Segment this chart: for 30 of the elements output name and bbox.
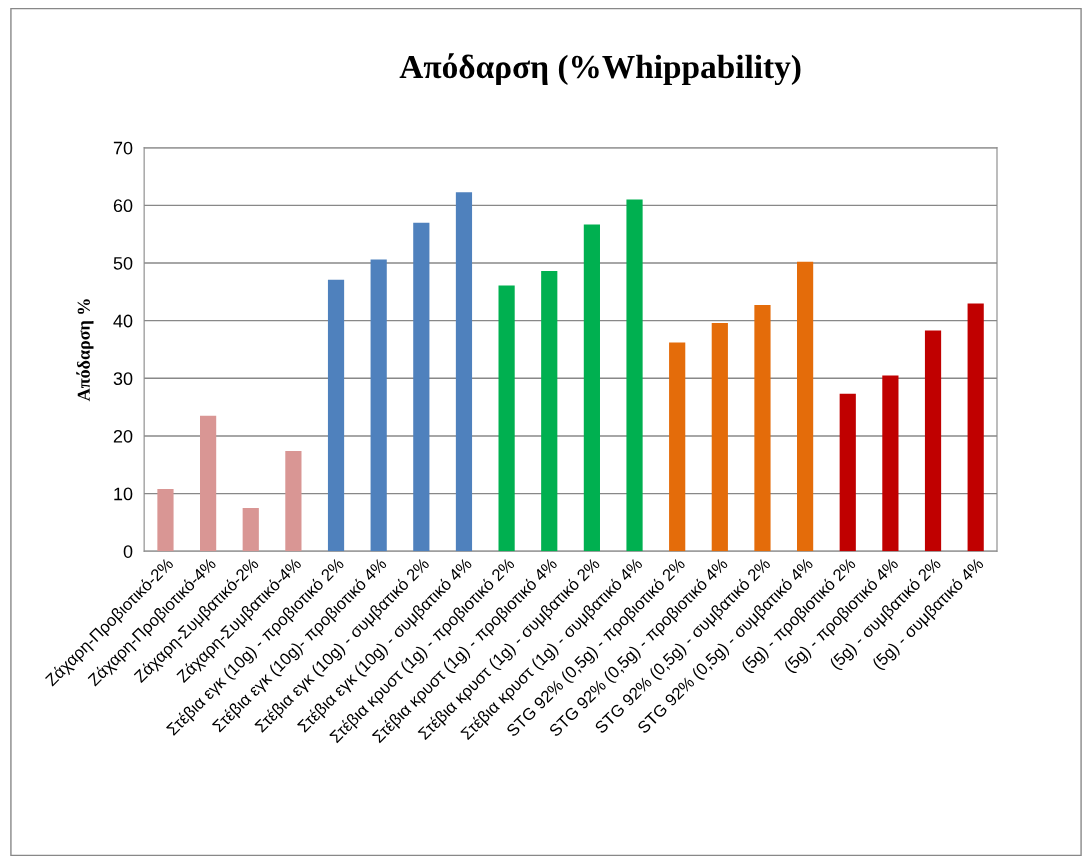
y-tick-label: 30 bbox=[113, 372, 133, 386]
y-tick-label: 0 bbox=[123, 545, 133, 558]
bar bbox=[541, 271, 558, 552]
bar bbox=[967, 303, 984, 552]
bar bbox=[797, 261, 814, 552]
bar bbox=[626, 199, 643, 552]
y-tick-label: 50 bbox=[113, 256, 133, 270]
y-axis-title: Απόδαρση % bbox=[76, 299, 94, 402]
bar bbox=[882, 375, 899, 552]
bar bbox=[413, 222, 430, 552]
y-tick-label: 40 bbox=[113, 314, 133, 328]
y-tick-label: 10 bbox=[114, 487, 133, 501]
bar bbox=[839, 393, 856, 552]
y-tick-label: 70 bbox=[113, 141, 133, 155]
bar bbox=[157, 488, 174, 552]
y-tick-label: 20 bbox=[113, 429, 133, 443]
bar bbox=[583, 224, 600, 552]
bar bbox=[498, 285, 515, 552]
bar bbox=[285, 450, 302, 552]
chart-title: Απόδαρση (%Whippability) bbox=[399, 53, 801, 86]
bar bbox=[455, 192, 473, 552]
bar bbox=[242, 508, 259, 552]
y-tick-label: 60 bbox=[113, 199, 133, 213]
bar bbox=[924, 330, 942, 552]
bar bbox=[669, 342, 686, 552]
bar bbox=[327, 279, 345, 552]
bar bbox=[711, 322, 728, 552]
bar bbox=[370, 259, 387, 552]
bar bbox=[754, 305, 771, 552]
bar bbox=[200, 415, 217, 552]
